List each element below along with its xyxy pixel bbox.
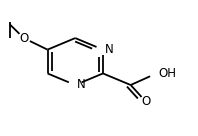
Text: O: O xyxy=(141,95,150,108)
Text: O: O xyxy=(19,32,28,45)
Text: N: N xyxy=(77,78,86,92)
Text: OH: OH xyxy=(158,67,176,80)
Text: N: N xyxy=(105,43,113,56)
